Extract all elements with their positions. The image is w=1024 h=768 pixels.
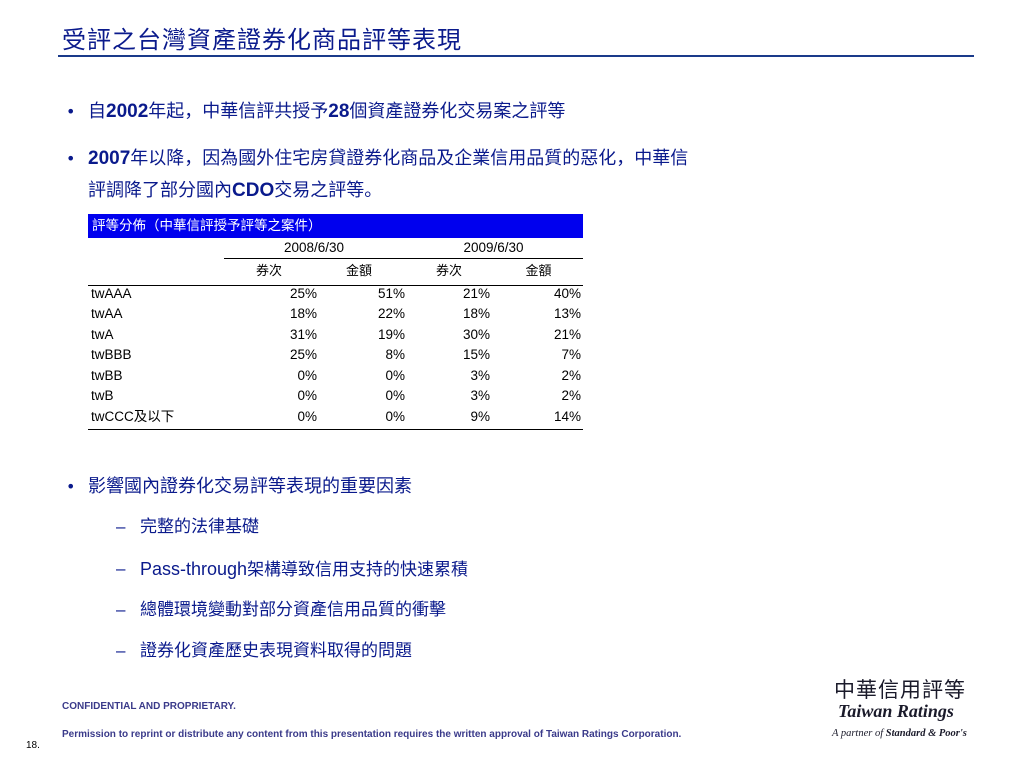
bullet-text-line2: 評調降了部分國內CDO交易之評等。: [88, 174, 382, 208]
partner-tagline: A partner of Standard & Poor's: [832, 728, 967, 739]
bullet-text: 影響國內證券化交易評等表現的重要因素: [88, 476, 412, 497]
rating-value: 3%: [470, 367, 490, 383]
rating-label: twB: [91, 388, 114, 403]
text-part: 交易之評等。: [274, 180, 383, 201]
taiwan-ratings-cn-logo: 中華信用評等: [834, 678, 966, 702]
year-2008-header: 2008/6/30: [283, 240, 345, 255]
dash-marker: –: [116, 517, 126, 536]
year-2009-header: 2009/6/30: [463, 240, 524, 255]
rating-value: 30%: [462, 326, 490, 342]
table-row: twBBB 25% 8% 15% 7%: [88, 345, 583, 366]
rating-label: twA: [91, 326, 114, 342]
rating-value: 0%: [297, 367, 317, 383]
rating-value: 31%: [289, 326, 317, 342]
text-part: 架構導致信用支持的快速累積: [247, 560, 469, 580]
sub-item-text: 證券化資產歷史表現資料取得的問題: [140, 641, 412, 661]
table-body: twAAA 25% 51% 21% 40% twAA 18% 22% 18% 13% twA 31% 1…: [88, 284, 583, 428]
rating-value: 21%: [553, 326, 581, 342]
text-part: 自: [88, 101, 106, 122]
table-row: twCCC及以下 0% 0% 9% 14%: [88, 407, 583, 428]
rating-label: twBBB: [91, 347, 132, 362]
rating-value: 8%: [385, 347, 405, 362]
text-part: 個資產證券化交易案之評等: [349, 101, 566, 122]
title-divider: [58, 55, 974, 57]
year-2007: 2007: [88, 148, 131, 169]
partner-name: Standard & Poor's: [885, 728, 967, 739]
sub-header-count-2009: 券次: [435, 263, 462, 279]
confidential-notice: CONFIDENTIAL AND PROPRIETARY.: [62, 701, 236, 712]
sub-header-count-2008: 券次: [255, 263, 282, 279]
table-row: twA 31% 19% 30% 21%: [88, 325, 583, 346]
bullet-dot: •: [66, 149, 76, 168]
bullet-text-line1: 2007年以降，因為國外住宅房貸證券化商品及企業信用品質的惡化，中華信: [88, 142, 688, 176]
rating-value: 13%: [553, 306, 581, 321]
table-row: twAA 18% 22% 18% 13%: [88, 304, 583, 325]
rating-value: 0%: [385, 408, 405, 424]
rating-value: 0%: [297, 388, 317, 403]
rating-value: 22%: [377, 306, 405, 321]
pass-through-term: Pass-through: [140, 559, 248, 579]
cdo-term: CDO: [232, 180, 275, 201]
rating-value: 40%: [553, 285, 581, 301]
table-row: twAAA 25% 51% 21% 40%: [88, 284, 583, 305]
rating-value: 21%: [462, 285, 490, 301]
rating-value: 3%: [470, 388, 490, 403]
rating-label: twBB: [91, 367, 123, 383]
rating-value: 2%: [561, 367, 581, 383]
rating-value: 25%: [289, 347, 317, 362]
rating-label: twAA: [91, 306, 123, 321]
logo-cn-text: 中華信用評等: [834, 678, 966, 702]
dash-marker: –: [116, 559, 126, 578]
sub-item-text: Pass-through架構導致信用支持的快速累積: [140, 556, 468, 583]
rating-value: 2%: [561, 388, 581, 403]
rating-value: 25%: [289, 285, 317, 301]
sub-header-amount-2009: 金額: [525, 263, 552, 279]
table-row: twBB 0% 0% 3% 2%: [88, 366, 583, 387]
page-number: 18.: [26, 740, 40, 751]
bullet-dot: •: [66, 102, 76, 121]
table-header: 評等分佈（中華信評授予評等之案件）: [88, 214, 583, 238]
dash-marker: –: [116, 641, 126, 660]
header-bottom-rule: [88, 285, 583, 286]
rating-value: 18%: [289, 306, 317, 321]
rating-value: 18%: [462, 306, 490, 321]
table-row: twB 0% 0% 3% 2%: [88, 386, 583, 407]
rating-label: twAAA: [91, 285, 132, 301]
dash-marker: –: [116, 600, 126, 619]
rating-value: 51%: [377, 285, 405, 301]
rating-value: 0%: [385, 388, 405, 403]
rating-distribution-table: 評等分佈（中華信評授予評等之案件） 2008/6/30 2009/6/30 券次…: [88, 214, 583, 427]
rating-value: 7%: [561, 347, 581, 362]
year-2002: 2002: [106, 101, 149, 122]
rating-label: twCCC及以下: [91, 408, 175, 424]
rating-value: 0%: [297, 408, 317, 424]
text-part: 評調降了部分國內: [88, 180, 232, 201]
permission-notice: Permission to reprint or distribute any …: [62, 729, 682, 740]
sub-item-text: 總體環境變動對部分資產信用品質的衝擊: [140, 600, 446, 620]
rating-value: 15%: [462, 347, 490, 362]
year-header-row: 2008/6/30 2009/6/30: [88, 238, 583, 259]
rating-value: 19%: [377, 326, 405, 342]
bullet-text: 自2002年起，中華信評共授予28個資產證券化交易案之評等: [88, 95, 565, 129]
year-underline: [224, 258, 583, 259]
partner-prefix: A partner of: [832, 728, 886, 739]
count-28: 28: [328, 101, 350, 122]
rating-value: 9%: [470, 408, 490, 424]
text-part: 年起，中華信評共授予: [148, 101, 329, 122]
sub-item-text: 完整的法律基礎: [140, 517, 259, 537]
rating-value: 0%: [385, 367, 405, 383]
taiwan-ratings-logo: Taiwan Ratings: [838, 701, 954, 721]
sub-header-amount-2008: 金額: [345, 263, 372, 279]
slide-title: 受評之台灣資產證券化商品評等表現: [62, 26, 462, 54]
rating-value: 14%: [553, 408, 581, 424]
text-part: 年以降，因為國外住宅房貸證券化商品及企業信用品質的惡化，中華信: [130, 148, 689, 169]
table-bottom-rule: [88, 429, 583, 430]
bullet-dot: •: [66, 477, 76, 496]
sub-header-row: 券次 金額 券次 金額: [88, 259, 583, 284]
